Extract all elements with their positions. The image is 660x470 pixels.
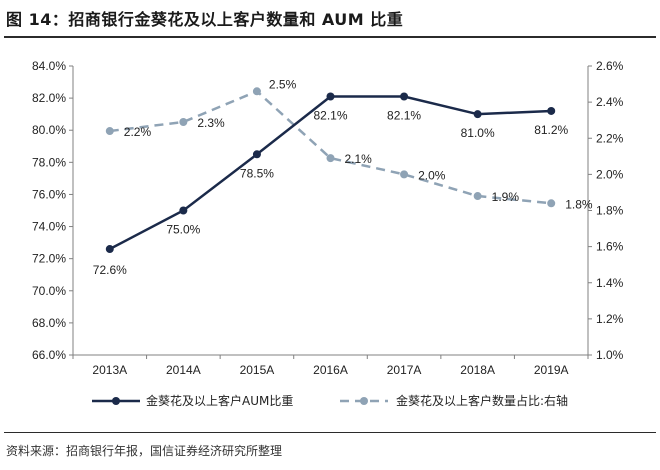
left-tick-label: 68.0% [32, 316, 66, 330]
customer-share-point [326, 154, 335, 163]
aum-share-point [547, 106, 556, 115]
customer-share-point [473, 192, 482, 201]
footer-divider [4, 432, 656, 433]
right-tick-label: 1.2% [596, 312, 624, 326]
customer-share-data-label: 2.0% [418, 168, 446, 182]
aum-share-point [179, 206, 188, 215]
aum-share-data-label: 75.0% [166, 223, 200, 237]
right-tick-label: 1.6% [596, 240, 624, 254]
legend-customer-label: 金葵花及以上客户数量占比:右轴 [396, 393, 568, 408]
customer-share-point [105, 127, 114, 136]
aum-share-point [252, 150, 261, 159]
right-tick-label: 1.4% [596, 276, 624, 290]
customer-share-point [252, 87, 261, 96]
x-tick-label: 2013A [92, 363, 127, 377]
customer-share-data-label: 2.5% [269, 77, 297, 91]
aum-share-data-label: 82.1% [387, 109, 421, 123]
right-tick-label: 1.0% [596, 348, 624, 362]
customer-share-point [179, 117, 188, 126]
right-tick-label: 2.6% [596, 59, 624, 73]
x-tick-label: 2016A [313, 363, 348, 377]
left-tick-label: 76.0% [32, 187, 66, 201]
left-tick-label: 80.0% [32, 123, 66, 137]
title-divider [4, 36, 656, 38]
left-tick-label: 78.0% [32, 155, 66, 169]
source-note: 资料来源：招商银行年报，国信证券经济研究所整理 [6, 444, 283, 458]
left-tick-label: 66.0% [32, 348, 66, 362]
customer-share-data-label: 1.8% [565, 197, 593, 211]
customer-share-point [400, 170, 409, 179]
right-tick-label: 2.4% [596, 95, 624, 109]
left-tick-label: 82.0% [32, 91, 66, 105]
left-tick-label: 72.0% [32, 252, 66, 266]
aum-share-point [473, 110, 482, 119]
left-tick-label: 84.0% [32, 59, 66, 73]
aum-share-data-label: 72.6% [93, 263, 127, 277]
right-tick-label: 2.0% [596, 167, 624, 181]
aum-share-data-label: 82.1% [313, 109, 347, 123]
customer-share-point [547, 199, 556, 208]
aum-share-point [326, 92, 335, 101]
right-tick-label: 1.8% [596, 204, 624, 218]
customer-share-data-label: 2.1% [345, 152, 373, 166]
aum-share-data-label: 78.5% [240, 166, 274, 180]
legend-customer-marker [360, 397, 368, 405]
x-tick-label: 2015A [240, 363, 275, 377]
left-tick-label: 70.0% [32, 284, 66, 298]
x-tick-label: 2018A [460, 363, 495, 377]
x-tick-label: 2017A [387, 363, 422, 377]
x-tick-label: 2014A [166, 363, 201, 377]
aum-share-point [400, 92, 409, 101]
aum-share-data-label: 81.2% [534, 123, 568, 137]
x-tick-label: 2019A [534, 363, 569, 377]
left-tick-label: 74.0% [32, 220, 66, 234]
legend-aum-label: 金葵花及以上客户AUM比重 [146, 393, 293, 408]
aum-share-data-label: 81.0% [461, 126, 495, 140]
customer-share-data-label: 1.9% [492, 190, 520, 204]
customer-share-data-label: 2.2% [124, 125, 152, 139]
line-chart: 66.0% 68.0% 70.0% 72.0% 74.0% 76.0% 78.0% 80.0%… [32, 59, 624, 408]
aum-share-point [105, 245, 114, 254]
figure-title: 图 14：招商银行金葵花及以上客户数量和 AUM 比重 [6, 10, 404, 29]
legend-aum-marker [112, 397, 120, 405]
right-tick-label: 2.2% [596, 131, 624, 145]
customer-share-data-label: 2.3% [197, 116, 225, 130]
